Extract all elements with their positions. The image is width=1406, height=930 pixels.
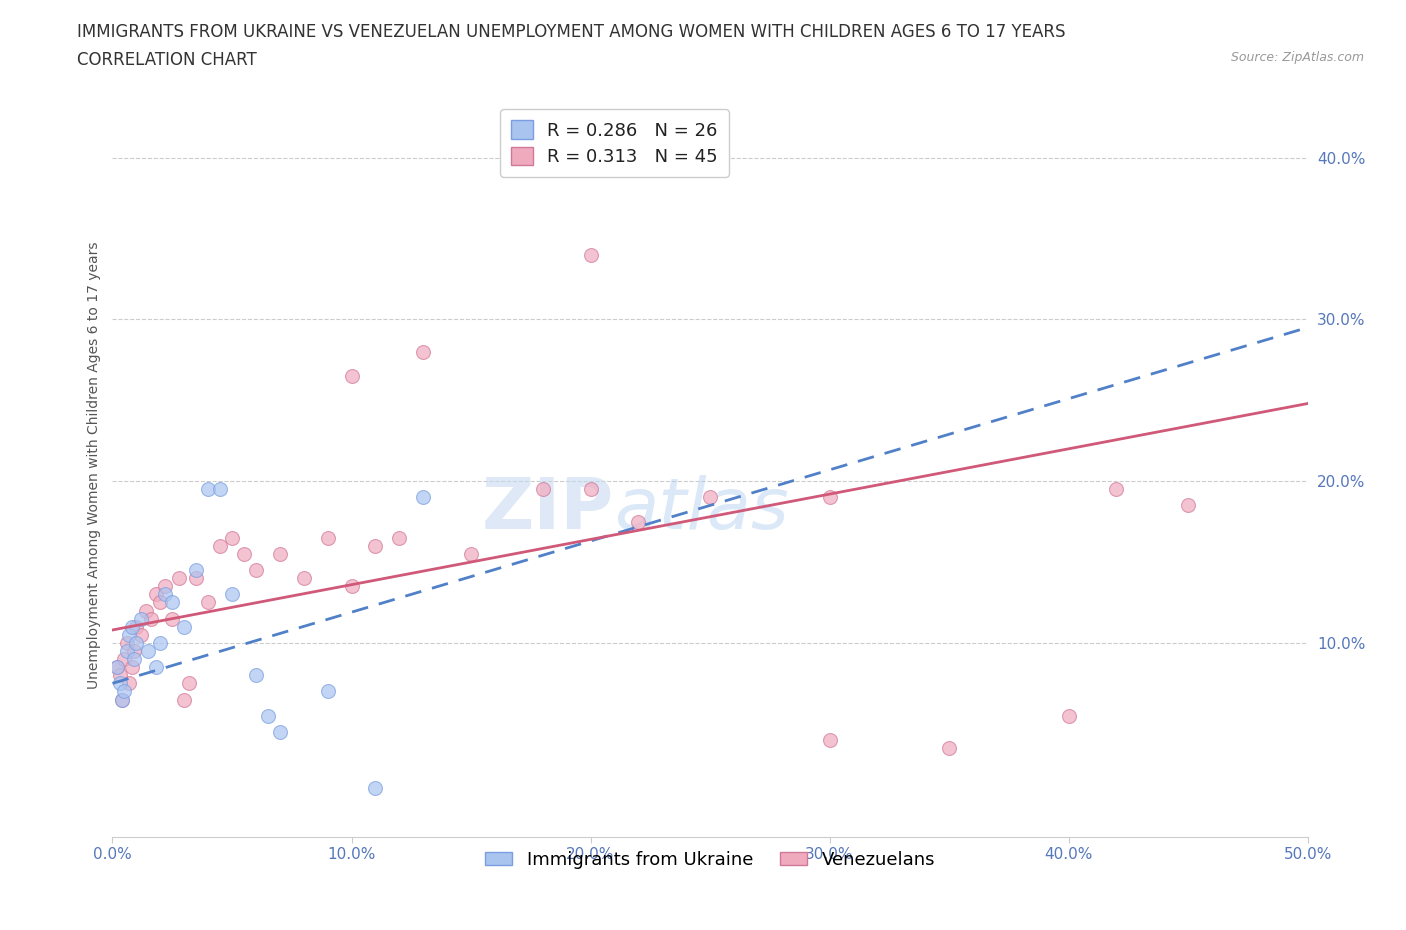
Point [125,635,148,650]
Point [125,619,148,634]
Point [177,676,200,691]
Point [153,587,176,602]
Point [221,530,243,545]
Point [135,604,157,618]
Point [122,644,145,658]
Point [138,644,160,658]
Point [818,490,841,505]
Point [818,733,841,748]
Point [169,571,191,586]
Point [531,482,554,497]
Point [122,652,145,667]
Point [316,684,339,698]
Point [197,482,219,497]
Point [412,344,434,359]
Point [269,724,291,739]
Point [162,595,183,610]
Point [111,692,134,707]
Text: Source: ZipAtlas.com: Source: ZipAtlas.com [1230,51,1364,64]
Point [114,652,135,667]
Point [118,628,141,643]
Point [145,659,167,674]
Point [1177,498,1199,512]
Point [257,709,280,724]
Point [139,611,162,626]
Point [269,547,291,562]
Point [197,595,219,610]
Point [233,547,256,562]
Point [460,547,482,562]
Point [149,595,172,610]
Point [1105,482,1128,497]
Point [209,482,232,497]
Y-axis label: Unemployment Among Women with Children Ages 6 to 17 years: Unemployment Among Women with Children A… [87,241,101,689]
Point [316,530,339,545]
Point [292,571,315,586]
Point [114,684,135,698]
Point [938,740,960,755]
Point [162,611,183,626]
Point [108,676,131,691]
Point [245,668,267,683]
Point [111,692,134,707]
Point [579,482,602,497]
Point [364,538,387,553]
Point [245,563,267,578]
Point [121,619,143,634]
Point [1057,709,1080,724]
Point [129,628,152,643]
Point [340,368,363,383]
Point [129,611,152,626]
Point [173,619,195,634]
Point [173,692,195,707]
Point [627,514,650,529]
Point [186,563,208,578]
Point [149,635,172,650]
Point [699,490,721,505]
Point [412,490,434,505]
Point [388,530,411,545]
Point [115,644,138,658]
Text: CORRELATION CHART: CORRELATION CHART [77,51,257,69]
Point [118,676,141,691]
Point [364,781,387,796]
Point [209,538,232,553]
Point [579,247,602,262]
Point [105,659,128,674]
Point [108,668,131,683]
Point [221,587,243,602]
Text: atlas: atlas [614,475,789,544]
Point [105,659,128,674]
Legend: Immigrants from Ukraine, Venezuelans: Immigrants from Ukraine, Venezuelans [478,844,942,876]
Point [121,659,143,674]
Text: ZIP: ZIP [482,475,614,544]
Text: IMMIGRANTS FROM UKRAINE VS VENEZUELAN UNEMPLOYMENT AMONG WOMEN WITH CHILDREN AGE: IMMIGRANTS FROM UKRAINE VS VENEZUELAN UN… [77,23,1066,41]
Point [186,571,208,586]
Point [145,587,167,602]
Point [340,578,363,593]
Point [153,578,176,593]
Point [115,635,138,650]
